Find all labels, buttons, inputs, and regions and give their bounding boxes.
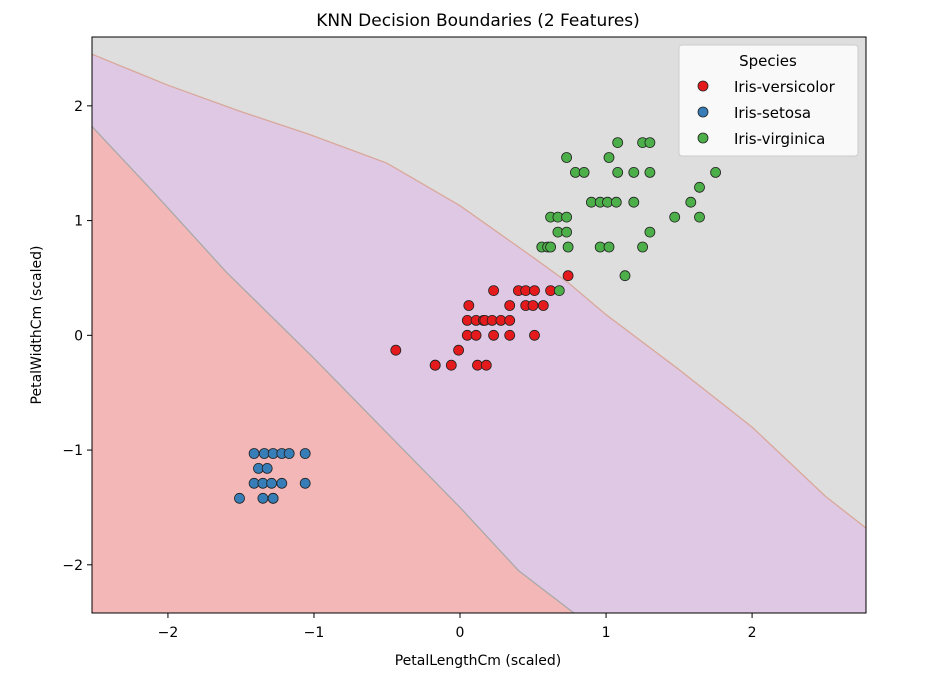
point-iris-versicolor xyxy=(445,359,457,371)
x-tick-label: 0 xyxy=(456,625,465,641)
x-tick-label: −2 xyxy=(158,625,179,641)
legend-title: Species xyxy=(739,52,797,70)
y-tick-label: −2 xyxy=(62,558,83,574)
point-iris-setosa xyxy=(257,492,269,504)
y-axis: −2 −1 0 1 2 xyxy=(62,99,92,574)
point-iris-virginica xyxy=(628,166,640,178)
y-tick-label: 0 xyxy=(74,328,83,344)
point-iris-versicolor xyxy=(463,300,475,311)
point-iris-virginica xyxy=(561,211,572,223)
point-iris-virginica xyxy=(612,166,624,178)
point-iris-virginica xyxy=(694,211,705,223)
point-iris-versicolor xyxy=(429,359,441,371)
point-iris-virginica xyxy=(628,196,640,208)
point-iris-virginica xyxy=(669,211,681,223)
y-tick-label: 1 xyxy=(74,214,83,230)
point-iris-versicolor xyxy=(529,329,540,341)
point-iris-versicolor xyxy=(470,329,482,341)
region-iris-virginica xyxy=(92,37,866,529)
point-iris-setosa xyxy=(266,477,278,489)
chart-title: KNN Decision Boundaries (2 Features) xyxy=(316,11,640,31)
point-iris-versicolor xyxy=(390,344,402,356)
region-iris-setosa xyxy=(92,37,574,613)
point-iris-virginica xyxy=(619,270,631,282)
point-iris-virginica xyxy=(562,241,574,253)
point-iris-versicolor xyxy=(488,285,500,297)
x-tick-label: 1 xyxy=(602,625,611,641)
point-iris-virginica xyxy=(603,241,615,253)
point-iris-setosa xyxy=(267,492,279,504)
x-axis: −2 −1 0 1 2 xyxy=(158,613,757,641)
point-iris-setosa xyxy=(276,477,288,489)
y-tick-label: 2 xyxy=(74,99,83,115)
point-iris-setosa xyxy=(234,492,245,504)
point-iris-setosa xyxy=(299,477,311,489)
point-iris-versicolor xyxy=(529,285,540,297)
point-iris-virginica xyxy=(644,137,656,149)
point-iris-versicolor xyxy=(480,359,492,371)
point-iris-virginica xyxy=(644,226,656,238)
point-iris-virginica xyxy=(685,196,697,208)
point-iris-versicolor xyxy=(453,344,465,356)
point-iris-setosa xyxy=(283,448,295,459)
point-iris-versicolor xyxy=(562,270,574,282)
point-iris-setosa xyxy=(248,448,260,459)
point-iris-virginica xyxy=(545,241,556,253)
point-iris-versicolor xyxy=(504,300,516,311)
plot-frame xyxy=(91,36,867,614)
point-iris-versicolor xyxy=(537,300,549,311)
point-iris-virginica xyxy=(553,285,565,297)
point-iris-setosa xyxy=(299,448,311,459)
point-iris-versicolor xyxy=(488,329,500,341)
point-iris-versicolor xyxy=(504,329,516,341)
point-iris-versicolor xyxy=(504,314,516,326)
point-iris-virginica xyxy=(603,152,615,163)
legend-label-iris-virginica: Iris-virginica xyxy=(734,130,825,148)
legend-marker-iris-setosa xyxy=(697,106,709,118)
legend: Species Iris-versicolor Iris-setosa Iris-v… xyxy=(678,44,859,157)
legend-label-iris-versicolor: Iris-versicolor xyxy=(734,78,836,96)
legend-label-iris-setosa: Iris-setosa xyxy=(734,104,811,122)
point-iris-virginica xyxy=(561,226,572,238)
data-points xyxy=(234,137,721,504)
point-iris-versicolor xyxy=(527,300,539,311)
boundary-versicolor-virginica xyxy=(92,53,866,529)
x-tick-label: 2 xyxy=(748,625,757,641)
point-iris-virginica xyxy=(644,166,656,178)
point-iris-setosa xyxy=(261,462,273,474)
legend-box xyxy=(678,44,859,157)
point-iris-virginica xyxy=(612,137,624,149)
y-axis-label: PetalWidthCm (scaled) xyxy=(29,246,45,405)
x-axis-label: PetalLengthCm (scaled) xyxy=(395,653,562,669)
point-iris-virginica xyxy=(710,166,721,178)
point-iris-virginica xyxy=(610,196,622,208)
point-iris-virginica xyxy=(561,152,572,163)
point-iris-virginica xyxy=(578,166,590,178)
point-iris-virginica xyxy=(637,241,648,253)
boundary-setosa-versicolor xyxy=(92,126,575,613)
legend-marker-iris-virginica xyxy=(697,132,709,144)
x-tick-label: −1 xyxy=(304,625,325,641)
y-tick-label: −1 xyxy=(62,443,83,459)
point-iris-virginica xyxy=(694,181,705,193)
legend-marker-iris-versicolor xyxy=(697,80,709,92)
